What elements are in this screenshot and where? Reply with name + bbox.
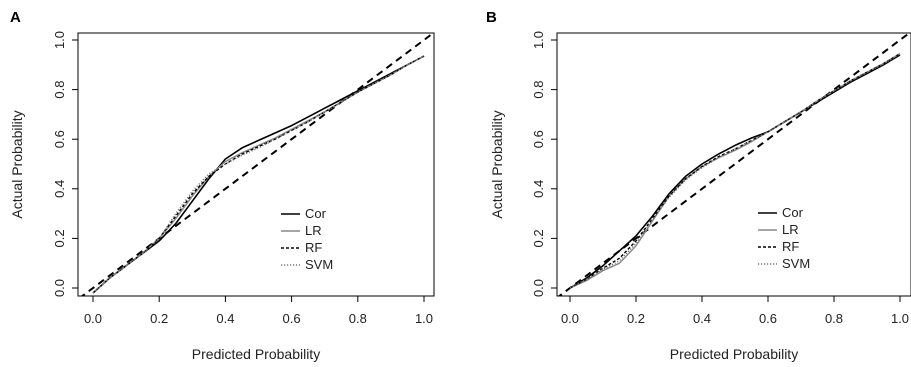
panel-b-y-axis-title: Actual Probability: [489, 110, 505, 218]
panel-b-legend-label-cor: Cor: [782, 205, 804, 220]
panel-b-plot-frame: [556, 32, 911, 297]
panel-b-legend-label-lr: LR: [782, 222, 799, 237]
panel-a-series-svm: [92, 55, 425, 294]
panel-a-x-tick-label: 0.2: [150, 311, 168, 326]
panel-a-x-tick-label: 0.8: [349, 311, 367, 326]
panel-b-legend-label-rf: RF: [782, 239, 799, 254]
panel-a-y-tick-label: 0.8: [52, 81, 67, 99]
panel-b-series-svm: [569, 53, 901, 289]
panel-a-plot-frame: [77, 32, 435, 297]
panel-a-y-tick-label: 0.2: [52, 229, 67, 247]
panel-b-x-tick-label: 0.8: [825, 311, 843, 326]
panel-b-x-tick-label: 0.6: [759, 311, 777, 326]
panel-a-y-axis-title: Actual Probability: [9, 110, 25, 218]
panel-b-y-tick-label: 1.0: [531, 31, 546, 49]
panel-b-label: B: [486, 9, 497, 26]
panel-a-legend-label-svm: SVM: [305, 257, 333, 272]
panel-a-series-lr: [92, 55, 425, 294]
panel-b-y-tick-label: 0.2: [531, 229, 546, 247]
panel-b-y-tick-label: 0.8: [531, 81, 546, 99]
panel-b-x-axis-title: Predicted Probability: [670, 346, 798, 362]
panel-b-x-tick-label: 0.4: [693, 311, 711, 326]
panel-a-x-tick-label: 0.6: [283, 311, 301, 326]
panel-b-x-tick-label: 0.0: [561, 311, 579, 326]
panel-a-legend-label-rf: RF: [305, 240, 322, 255]
panel-a-label: A: [10, 9, 21, 26]
panel-b-legend-label-svm: SVM: [782, 256, 810, 271]
panel-a-x-axis-title: Predicted Probability: [192, 346, 320, 362]
panel-a-x-tick-label: 0.0: [84, 311, 102, 326]
panel-b-y-tick-label: 0.4: [531, 180, 546, 198]
panel-a-series-cor: [92, 55, 425, 294]
panel-b-x-tick-label: 1.0: [891, 311, 909, 326]
panel-a-y-tick-label: 0.0: [52, 279, 67, 297]
panel-b-x-tick-label: 0.2: [627, 311, 645, 326]
panel-a-series-rf: [92, 55, 425, 294]
panel-a-y-tick-label: 0.6: [52, 130, 67, 148]
panel-a-y-tick-label: 1.0: [52, 31, 67, 49]
panel-b-series-rf: [569, 53, 901, 289]
panel-a-legend-label-lr: LR: [305, 223, 322, 238]
panel-a-x-tick-label: 1.0: [415, 311, 433, 326]
panel-a-reference-diagonal: [80, 33, 434, 296]
panel-b-series-cor: [569, 54, 901, 289]
panel-a-y-tick-label: 0.4: [52, 180, 67, 198]
panel-b-series-lr: [569, 53, 901, 289]
panel-b-y-tick-label: 0.0: [531, 279, 546, 297]
panel-a-x-tick-label: 0.4: [216, 311, 234, 326]
panel-a-legend-label-cor: Cor: [305, 206, 327, 221]
panel-b-reference-diagonal: [557, 33, 911, 296]
panel-b-y-tick-label: 0.6: [531, 130, 546, 148]
